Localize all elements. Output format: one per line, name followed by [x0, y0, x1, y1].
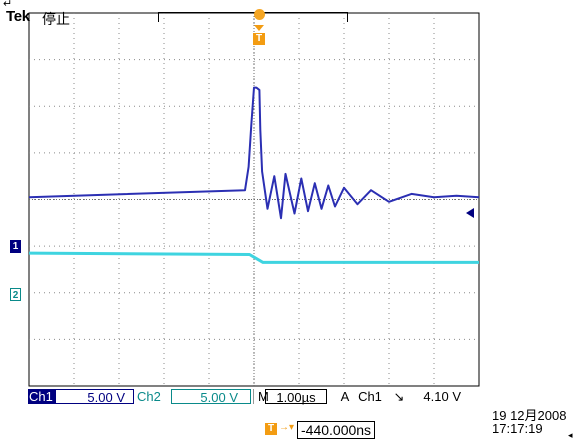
horizontal-position: -440.000ns	[297, 421, 376, 439]
time-readout: 17:17:19	[492, 421, 543, 436]
ch2-waveform	[28, 251, 479, 264]
position-trigger-marker: T	[265, 423, 277, 435]
status-bar: Ch1 5.00 V Ch2 5.00 V M 1.00µs A Ch1 ↘ 4…	[28, 389, 478, 405]
timebase-mode: M	[253, 389, 269, 404]
trigger-source: Ch1	[358, 389, 382, 404]
ch1-ground-marker[interactable]: 1	[10, 240, 21, 253]
ch2-ground-marker[interactable]: 2	[10, 288, 21, 301]
brand-logo: Tek	[6, 8, 30, 25]
trigger-level-arrow-icon	[466, 208, 474, 218]
ch1-waveform	[28, 86, 480, 220]
trigger-arrow-icon	[254, 25, 264, 31]
corner-glyph: ↵	[3, 0, 13, 10]
position-arrow-icon: →▾	[279, 422, 295, 433]
waveform-traces	[28, 86, 480, 264]
graticule-grid	[28, 12, 480, 387]
acquisition-status: 停止	[42, 11, 70, 27]
timebase-scale: 1.00µs	[265, 389, 327, 405]
record-position-bracket	[158, 12, 348, 22]
ch1-scale: 5.00 V	[55, 389, 134, 405]
trigger-position-dot	[254, 9, 265, 20]
ch2-scale: 5.00 V	[171, 389, 251, 405]
date-readout: 19 12月2008	[492, 408, 567, 423]
trigger-level: 4.10 V	[423, 389, 461, 404]
ch2-tag[interactable]: Ch2	[137, 389, 161, 404]
menu-arrow-icon[interactable]: ◂	[568, 430, 573, 440]
ch1-tag[interactable]: Ch1	[28, 389, 55, 404]
trigger-marker[interactable]: T	[253, 33, 265, 45]
trigger-slope-icon: ↘	[393, 389, 405, 404]
acquisition-mode: A	[340, 389, 350, 404]
